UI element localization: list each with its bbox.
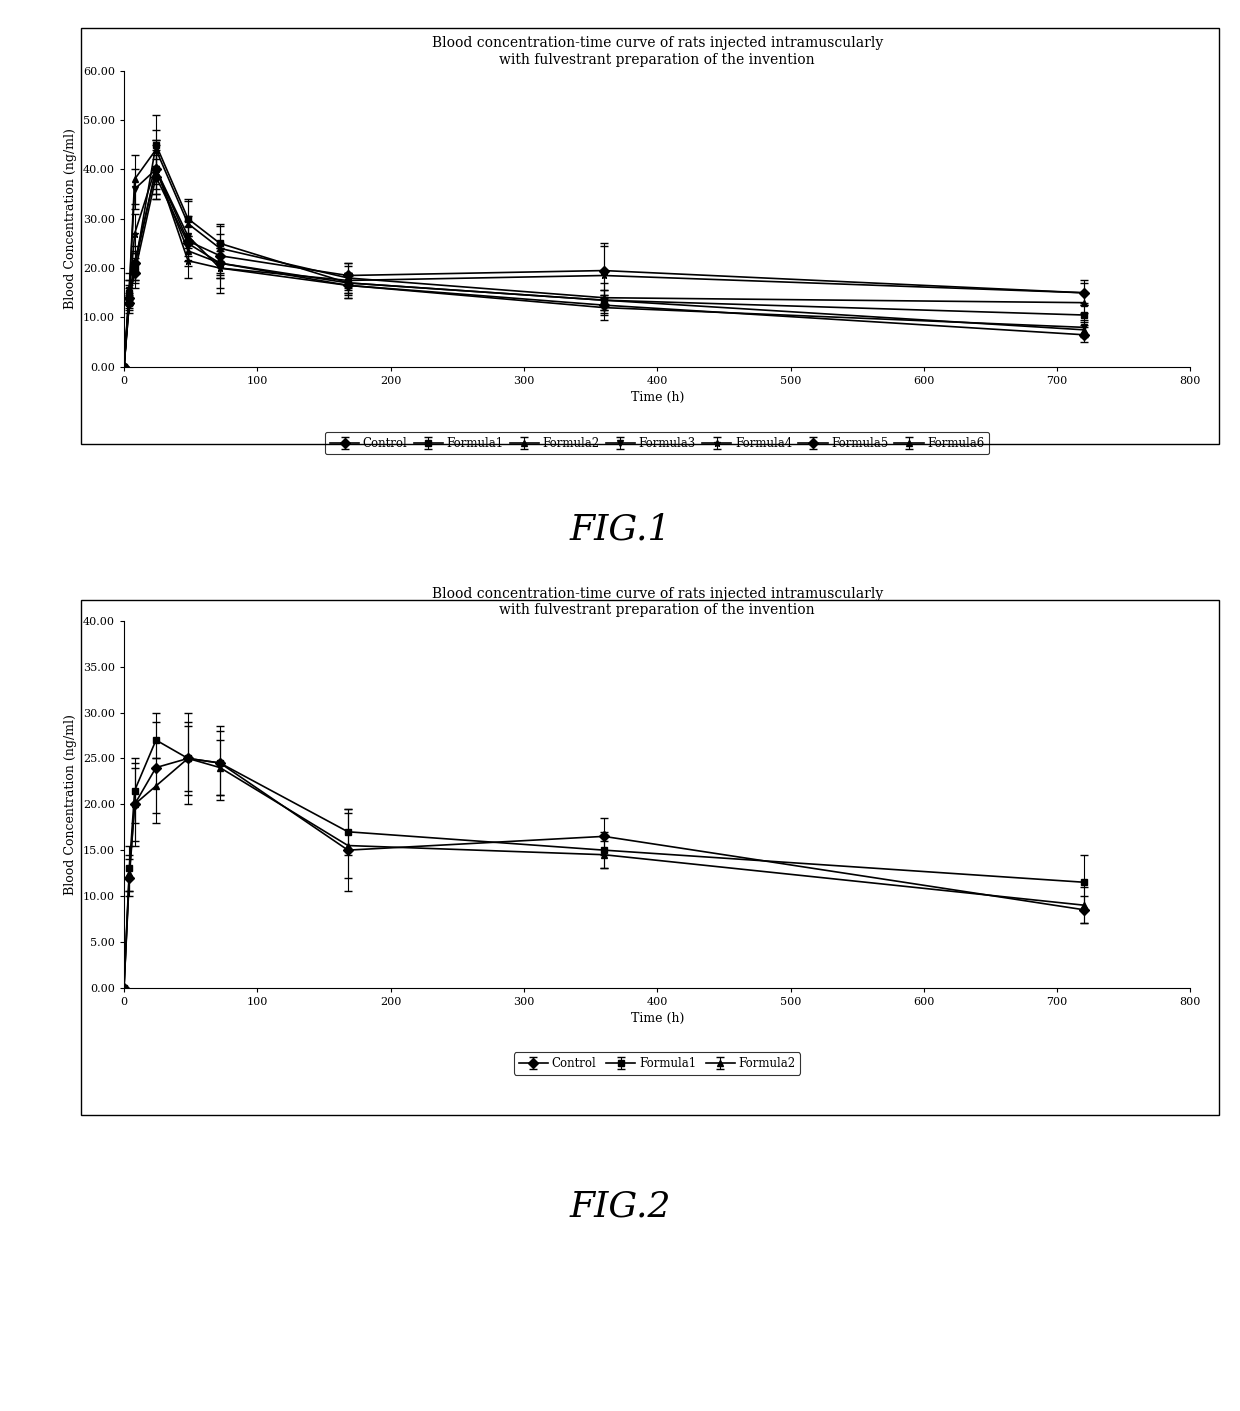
X-axis label: Time (h): Time (h) — [630, 1012, 684, 1026]
Title: Blood concentration-time curve of rats injected intramuscularly
with fulvestrant: Blood concentration-time curve of rats i… — [432, 587, 883, 617]
X-axis label: Time (h): Time (h) — [630, 391, 684, 405]
Text: FIG.1: FIG.1 — [569, 512, 671, 546]
Legend: Control, Formula1, Formula2, Formula3, Formula4, Formula5, Formula6: Control, Formula1, Formula2, Formula3, F… — [325, 432, 990, 454]
Y-axis label: Blood Concentration (ng/ml): Blood Concentration (ng/ml) — [64, 128, 77, 309]
Legend: Control, Formula1, Formula2: Control, Formula1, Formula2 — [513, 1053, 801, 1075]
Text: FIG.2: FIG.2 — [569, 1189, 671, 1223]
Title: Blood concentration-time curve of rats injected intramuscularly
with fulvestrant: Blood concentration-time curve of rats i… — [432, 37, 883, 66]
Y-axis label: Blood Concentration (ng/ml): Blood Concentration (ng/ml) — [64, 714, 77, 895]
